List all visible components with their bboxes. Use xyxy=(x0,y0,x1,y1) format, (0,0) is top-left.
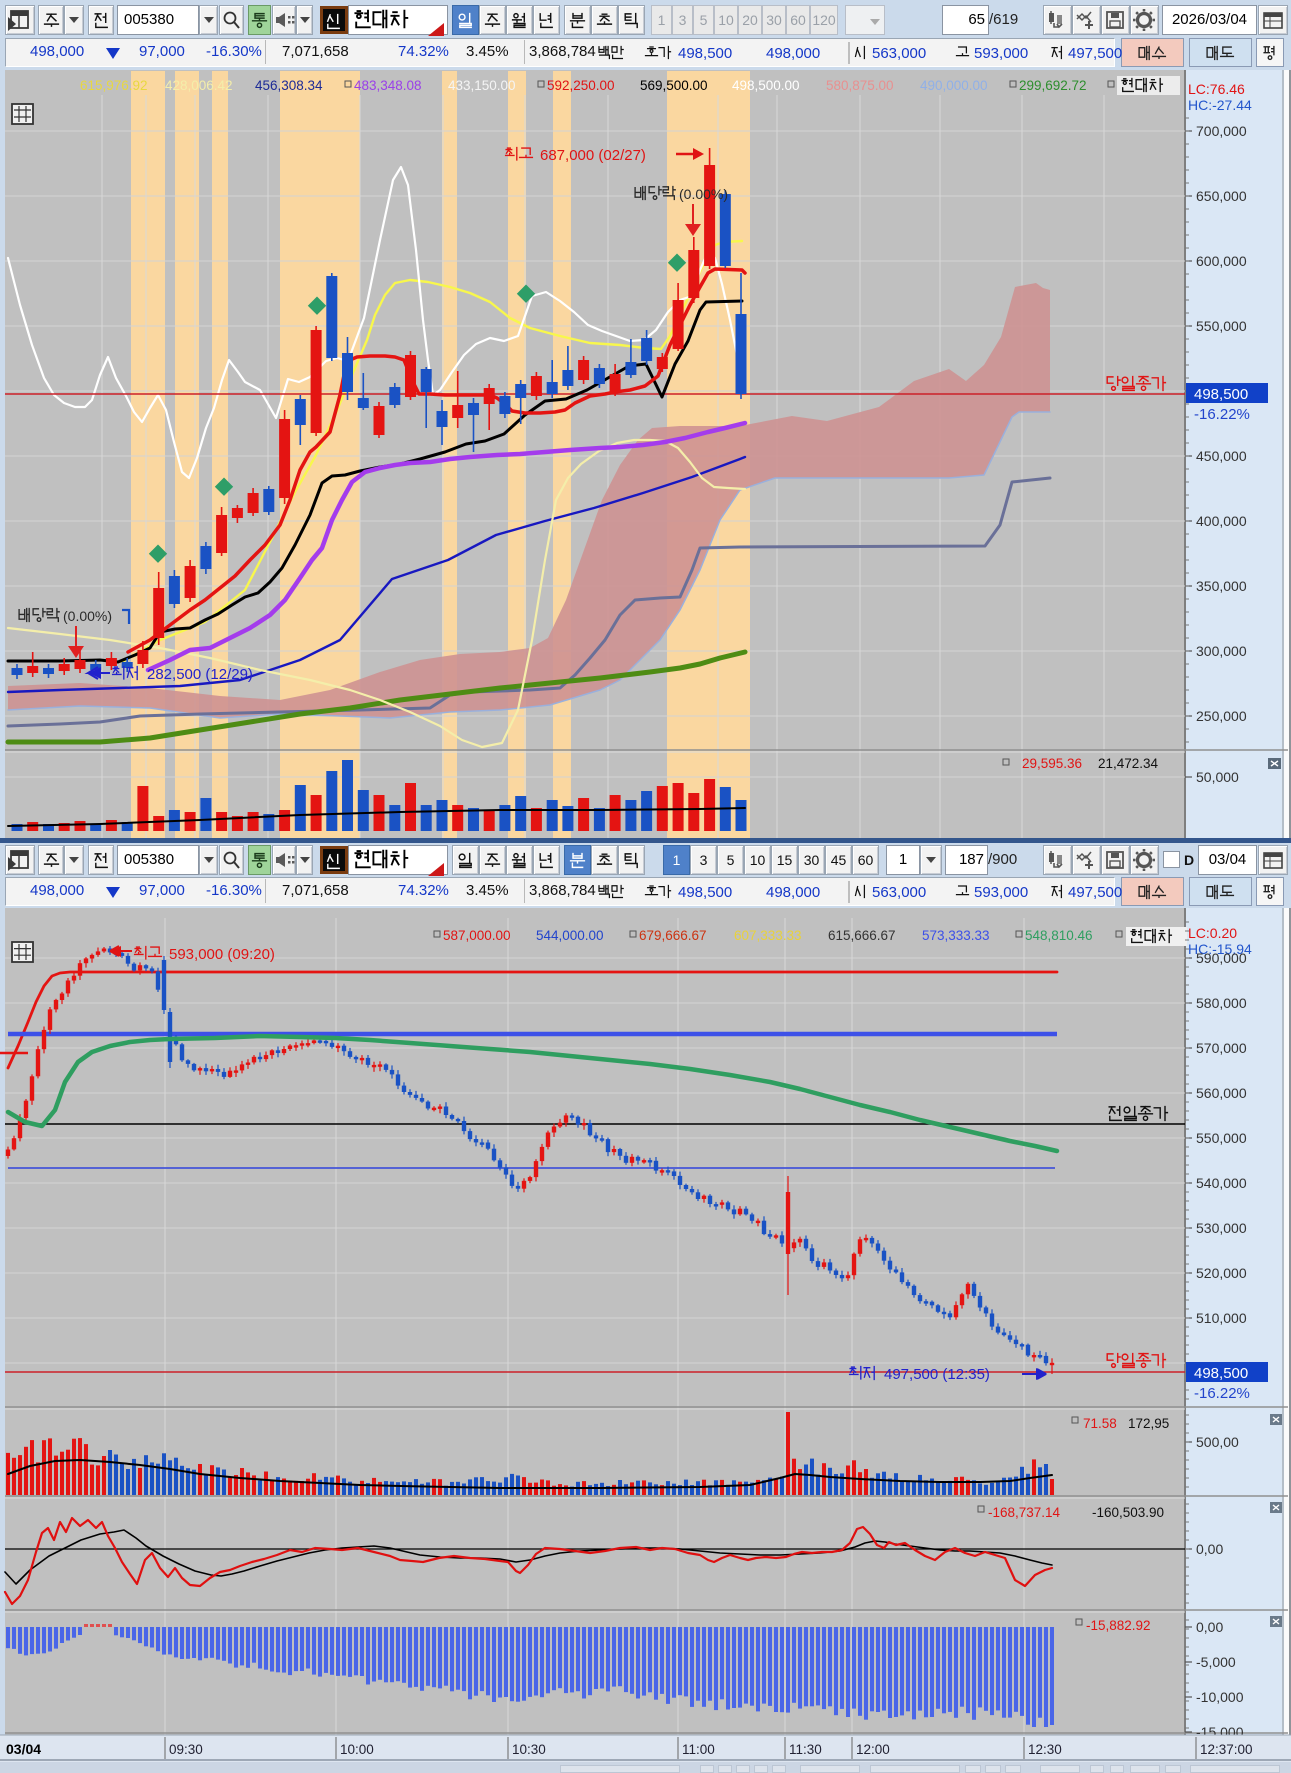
svg-text:-168,737.14: -168,737.14 xyxy=(988,1505,1061,1520)
svg-text:615,976.92: 615,976.92 xyxy=(80,78,148,93)
svg-text:0,00: 0,00 xyxy=(1196,1541,1223,1557)
svg-text:250,000: 250,000 xyxy=(1196,708,1247,724)
svg-text:09:30: 09:30 xyxy=(169,1742,203,1757)
svg-text:497,500: 497,500 xyxy=(1068,884,1122,901)
svg-text:550,000: 550,000 xyxy=(1196,1130,1247,1146)
svg-text:687,000 (02/27): 687,000 (02/27) xyxy=(540,147,646,164)
svg-text:-16.22%: -16.22% xyxy=(1194,406,1250,423)
svg-text:-5,000: -5,000 xyxy=(1196,1654,1236,1670)
svg-text:587,000.00: 587,000.00 xyxy=(443,928,511,943)
svg-text:569,500.00: 569,500.00 xyxy=(640,78,708,93)
svg-text:570,000: 570,000 xyxy=(1196,1040,1247,1056)
svg-text:580,000: 580,000 xyxy=(1196,995,1247,1011)
svg-text:593,000 (09:20): 593,000 (09:20) xyxy=(169,946,275,963)
svg-text:10:00: 10:00 xyxy=(340,1742,374,1757)
svg-text:560,000: 560,000 xyxy=(1196,1085,1247,1101)
svg-text:590,000: 590,000 xyxy=(1196,950,1247,966)
svg-text:11:00: 11:00 xyxy=(682,1742,715,1757)
svg-text:400,000: 400,000 xyxy=(1196,513,1247,529)
svg-text:498,000: 498,000 xyxy=(766,884,820,901)
svg-text:580,875.00: 580,875.00 xyxy=(826,78,894,93)
svg-text:498,500: 498,500 xyxy=(1194,386,1248,403)
svg-text:450,000: 450,000 xyxy=(1196,448,1247,464)
svg-text:HC:-27.44: HC:-27.44 xyxy=(1188,97,1252,113)
svg-text:350,000: 350,000 xyxy=(1196,578,1247,594)
svg-text:607,333.33: 607,333.33 xyxy=(734,928,802,943)
svg-text:544,000.00: 544,000.00 xyxy=(536,928,604,943)
svg-text:497,500 (12:35): 497,500 (12:35) xyxy=(884,1366,990,1383)
svg-text:433,150.00: 433,150.00 xyxy=(448,78,516,93)
svg-text:573,333.33: 573,333.33 xyxy=(922,928,990,943)
svg-text:498,500: 498,500 xyxy=(678,884,732,901)
svg-text:593,000: 593,000 xyxy=(974,884,1028,901)
svg-text:520,000: 520,000 xyxy=(1196,1265,1247,1281)
svg-text:29,595.36: 29,595.36 xyxy=(1022,756,1082,771)
svg-text:592,250.00: 592,250.00 xyxy=(547,78,615,93)
svg-text:71.58: 71.58 xyxy=(1083,1416,1117,1431)
svg-text:498,500: 498,500 xyxy=(678,45,732,62)
svg-text:456,308.34: 456,308.34 xyxy=(255,78,323,93)
svg-text:650,000: 650,000 xyxy=(1196,188,1247,204)
svg-text:-10,000: -10,000 xyxy=(1196,1689,1244,1705)
svg-text:428,006.42: 428,006.42 xyxy=(165,78,233,93)
svg-text:548,810.46: 548,810.46 xyxy=(1025,928,1093,943)
svg-text:300,000: 300,000 xyxy=(1196,643,1247,659)
svg-text:10:30: 10:30 xyxy=(512,1742,546,1757)
svg-text:11:30: 11:30 xyxy=(789,1742,822,1757)
svg-text:282,500 (12/29): 282,500 (12/29) xyxy=(147,666,253,683)
svg-text:-15,882.92: -15,882.92 xyxy=(1086,1618,1151,1633)
svg-text:03/04: 03/04 xyxy=(6,1741,41,1757)
svg-text:12:30: 12:30 xyxy=(1028,1742,1062,1757)
svg-text:-160,503.90: -160,503.90 xyxy=(1092,1505,1164,1520)
svg-text:500,00: 500,00 xyxy=(1196,1434,1239,1450)
svg-text:498,500.00: 498,500.00 xyxy=(732,78,800,93)
svg-text:12:00: 12:00 xyxy=(856,1742,890,1757)
svg-text:530,000: 530,000 xyxy=(1196,1220,1247,1236)
svg-text:(0.00%): (0.00%) xyxy=(63,608,112,624)
svg-text:LC:0.20: LC:0.20 xyxy=(1188,925,1237,941)
svg-text:490,000.00: 490,000.00 xyxy=(920,78,988,93)
svg-text:498,000: 498,000 xyxy=(766,45,820,62)
svg-text:498,500: 498,500 xyxy=(1194,1365,1248,1382)
svg-text:563,000: 563,000 xyxy=(872,45,926,62)
svg-text:21,472.34: 21,472.34 xyxy=(1098,756,1159,771)
svg-text:700,000: 700,000 xyxy=(1196,123,1247,139)
svg-text:(0.00%): (0.00%) xyxy=(679,186,728,202)
svg-text:12:37:00: 12:37:00 xyxy=(1200,1742,1253,1757)
svg-text:-16.22%: -16.22% xyxy=(1194,1385,1250,1402)
svg-text:299,692.72: 299,692.72 xyxy=(1019,78,1087,93)
svg-text:497,500: 497,500 xyxy=(1068,45,1122,62)
svg-text:0,00: 0,00 xyxy=(1196,1619,1223,1635)
svg-text:540,000: 540,000 xyxy=(1196,1175,1247,1191)
svg-text:679,666.67: 679,666.67 xyxy=(639,928,707,943)
svg-text:HC:-15.94: HC:-15.94 xyxy=(1188,941,1252,957)
svg-text:172,95: 172,95 xyxy=(1128,1416,1169,1431)
svg-text:593,000: 593,000 xyxy=(974,45,1028,62)
svg-text:615,666.67: 615,666.67 xyxy=(828,928,896,943)
svg-text:483,348.08: 483,348.08 xyxy=(354,78,422,93)
svg-text:LC:76.46: LC:76.46 xyxy=(1188,81,1245,97)
svg-text:563,000: 563,000 xyxy=(872,884,926,901)
svg-text:550,000: 550,000 xyxy=(1196,318,1247,334)
svg-text:510,000: 510,000 xyxy=(1196,1310,1247,1326)
svg-text:50,000: 50,000 xyxy=(1196,769,1239,785)
svg-text:600,000: 600,000 xyxy=(1196,253,1247,269)
